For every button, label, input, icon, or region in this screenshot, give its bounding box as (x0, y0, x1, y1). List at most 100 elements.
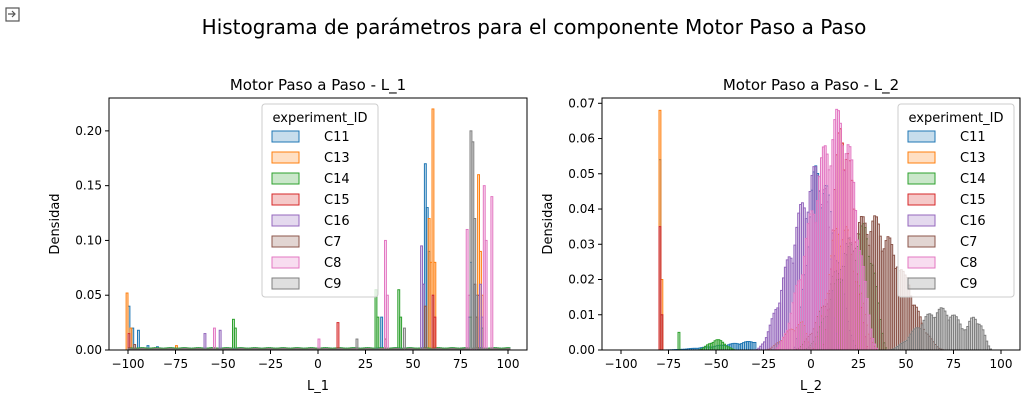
legend-entry: C9 (960, 277, 977, 292)
y-tick-label: 0.05 (75, 288, 102, 302)
x-tick-label: 0 (314, 357, 322, 371)
legend-swatch (907, 214, 936, 227)
legend-swatch (271, 193, 300, 206)
x-tick-label: −25 (258, 357, 283, 371)
y-tick-label: 0.05 (568, 167, 595, 181)
legend-swatch (907, 172, 936, 185)
x-tick-label: −50 (210, 357, 235, 371)
legend-entry: C14 (324, 172, 350, 187)
x-tick-label: −75 (656, 357, 681, 371)
x-tick-label: 25 (358, 357, 373, 371)
histogram-panel-l2: Motor Paso a Paso - L_2 −100 −75 −50 −25 0 25 5… (541, 76, 1021, 394)
histogram-bar (355, 338, 359, 351)
x-tick-label: 100 (497, 357, 520, 371)
histogram-bar (380, 316, 384, 351)
y-tick-label: 0.00 (568, 343, 595, 357)
legend-title: experiment_ID (908, 111, 1003, 126)
x-tick-label: −25 (751, 357, 776, 371)
histogram-bar (317, 338, 321, 351)
series-C8 (774, 108, 878, 351)
legend-swatch (907, 193, 936, 206)
legend-entry: C13 (960, 151, 986, 166)
x-tick-label: −100 (605, 357, 638, 371)
y-tick-label: 0.10 (75, 233, 102, 247)
legend-entry: C11 (960, 130, 986, 145)
y-tick-label: 0.00 (75, 343, 102, 357)
legend-swatch (271, 256, 300, 269)
legend-swatch (271, 172, 300, 185)
chart-title: Motor Paso a Paso - L_2 (723, 76, 899, 95)
histogram-bar (490, 196, 494, 351)
histogram-bar (203, 333, 207, 351)
histogram-bar (423, 305, 427, 351)
x-tick-label: 50 (898, 357, 913, 371)
x-tick-label: 75 (453, 357, 468, 371)
x-tick-label: 0 (807, 357, 815, 371)
legend-title: experiment_ID (272, 111, 367, 126)
y-tick-label: 0.07 (568, 96, 595, 110)
histogram-bar (753, 341, 757, 351)
y-tick-label: 0.15 (75, 179, 102, 193)
histogram-bar (218, 329, 222, 351)
figure-title: Histograma de parámetros para el compone… (202, 15, 867, 39)
histogram-bar (484, 239, 488, 351)
x-axis-label: L_2 (800, 379, 822, 394)
legend-swatch (271, 277, 300, 290)
legend-entry: C13 (324, 151, 350, 166)
histogram-bar (399, 316, 403, 351)
legend-entry: C7 (324, 235, 341, 250)
legend-entry: C16 (324, 214, 350, 229)
x-tick-label: 100 (990, 357, 1013, 371)
x-tick-label: −75 (163, 357, 188, 371)
y-tick-label: 0.02 (568, 273, 595, 287)
legend-entry: C11 (324, 130, 350, 145)
legend-swatch (907, 277, 936, 290)
legend-swatch (907, 256, 936, 269)
histogram-bar (677, 331, 681, 351)
legend-entry: C9 (324, 277, 341, 292)
chart-title: Motor Paso a Paso - L_1 (230, 76, 406, 95)
histogram-panel-l1: Motor Paso a Paso - L_1 −100 −75 −50 −25 0 25 5… (48, 76, 528, 394)
legend-entry: C8 (960, 256, 977, 271)
x-tick-label: −100 (112, 357, 145, 371)
y-axis-label: Densidad (48, 193, 63, 254)
histogram-bar (660, 314, 664, 351)
legend-swatch (271, 151, 300, 164)
histogram-bar (213, 327, 216, 351)
legend-swatch (271, 130, 300, 143)
legend-entry: C15 (960, 193, 986, 208)
histogram-bar (137, 329, 140, 351)
histogram-bar (433, 316, 437, 351)
y-tick-label: 0.20 (75, 124, 102, 138)
histogram-bar (127, 333, 131, 351)
legend-swatch (907, 151, 936, 164)
y-tick-label: 0.04 (568, 202, 595, 216)
legend-swatch (271, 214, 300, 227)
x-tick-label: 50 (405, 357, 420, 371)
x-tick-label: 25 (851, 357, 866, 371)
histogram-bar (475, 294, 479, 351)
histogram-bar (336, 322, 340, 351)
y-tick-label: 0.06 (568, 132, 595, 146)
legend: experiment_ID C11 C13 C14 C15 C16 C7 C8 C9 (261, 103, 379, 298)
histogram-bar (376, 316, 380, 351)
x-tick-label: −50 (703, 357, 728, 371)
x-tick-label: 75 (946, 357, 961, 371)
y-tick-label: 0.01 (568, 308, 595, 322)
output-collapse-icon[interactable] (4, 6, 22, 24)
legend-entry: C14 (960, 172, 986, 187)
series-C9 (888, 307, 992, 351)
legend-entry: C15 (324, 193, 350, 208)
histogram-bar (233, 327, 237, 351)
legend: experiment_ID C11 C13 C14 C15 C16 C7 C8 C9 (897, 103, 1015, 298)
legend-entry: C16 (960, 214, 986, 229)
histogram-bar (403, 327, 406, 351)
y-tick-label: 0.03 (568, 237, 595, 251)
legend-swatch (907, 130, 936, 143)
histogram-bar (385, 294, 389, 351)
x-axis-label: L_1 (307, 379, 329, 394)
legend-swatch (271, 235, 300, 248)
y-axis-label: Densidad (541, 193, 556, 254)
legend-entry: C8 (324, 256, 341, 271)
